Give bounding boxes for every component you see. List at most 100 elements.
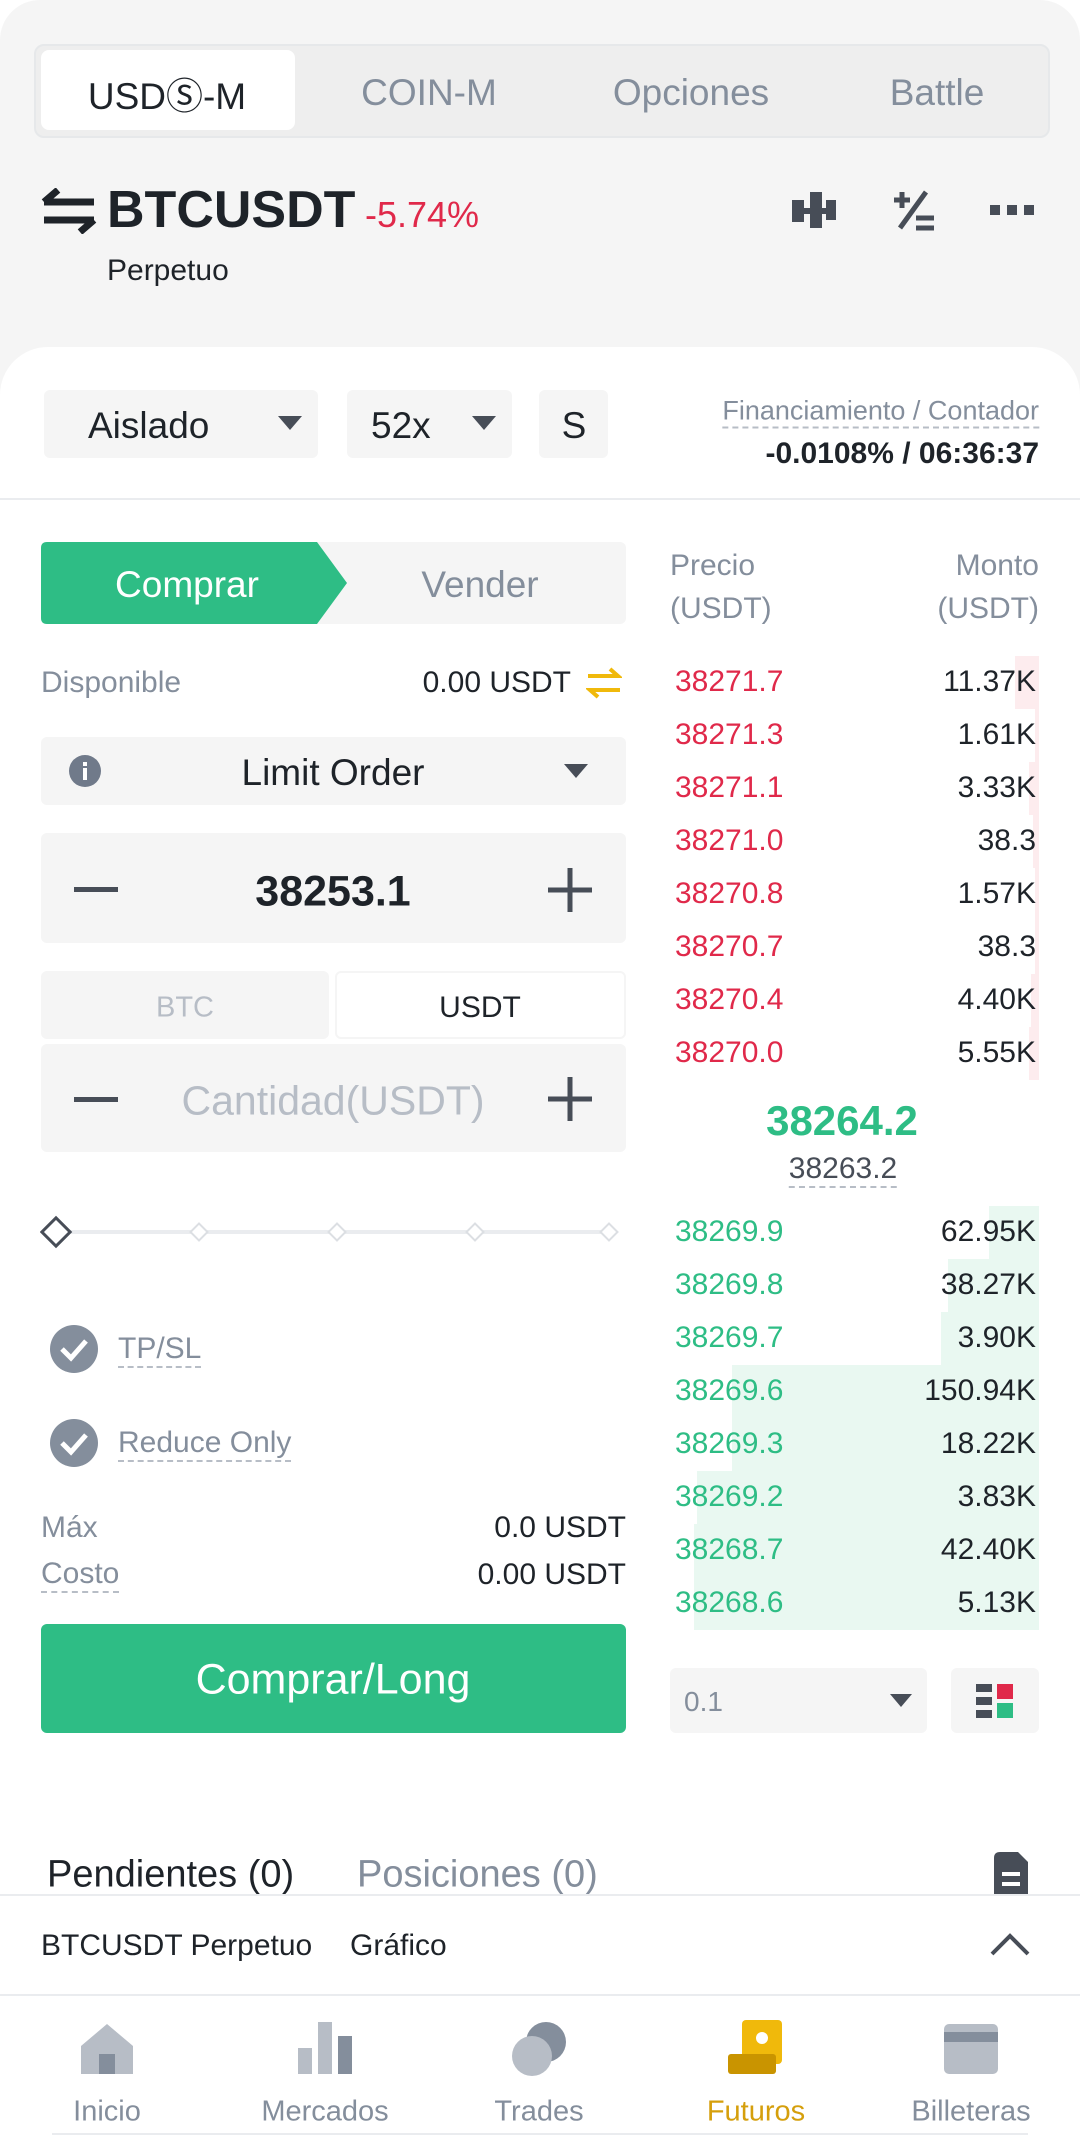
dropdown-caret bbox=[278, 416, 302, 430]
leverage: 52x bbox=[371, 405, 431, 446]
nav-label[interactable]: Billeteras bbox=[911, 2095, 1031, 2128]
increase-icon[interactable] bbox=[548, 868, 592, 912]
nav-icon bbox=[298, 2022, 352, 2074]
orders-tab[interactable]: Posiciones (0) bbox=[357, 1853, 598, 1896]
amount-slider[interactable] bbox=[40, 1214, 626, 1250]
submit-button[interactable] bbox=[41, 1624, 626, 1733]
chart-bar-symbol: BTCUSDT Perpetuo bbox=[41, 1929, 313, 1962]
depth-bar bbox=[1031, 974, 1039, 1027]
position-mode-button[interactable] bbox=[539, 390, 608, 458]
bid-amount: 150.94K bbox=[924, 1374, 1036, 1407]
orders-tab[interactable]: Pendientes (0) bbox=[47, 1853, 295, 1896]
price-header: Precio bbox=[670, 549, 756, 582]
dropdown-caret bbox=[564, 764, 588, 778]
nav-icon bbox=[512, 2022, 566, 2076]
more-icon[interactable] bbox=[988, 202, 1036, 218]
decrease-icon[interactable] bbox=[74, 887, 118, 892]
buy-tab[interactable]: Comprar bbox=[115, 564, 259, 605]
precision-select[interactable] bbox=[670, 1668, 927, 1733]
depth-bar bbox=[694, 1577, 1039, 1630]
sell-tab[interactable]: Vender bbox=[421, 564, 539, 605]
ask-amount: 11.37K bbox=[943, 665, 1036, 698]
checkbox[interactable] bbox=[49, 1418, 99, 1468]
price-change: -5.74% bbox=[365, 194, 480, 235]
nav-label[interactable]: Mercados bbox=[261, 2095, 389, 2128]
depth-bar bbox=[1035, 921, 1039, 974]
history-icon[interactable] bbox=[994, 1852, 1028, 1896]
swap-symbol-icon[interactable] bbox=[40, 188, 98, 234]
bid-price: 38269.3 bbox=[675, 1427, 784, 1460]
nav-icon bbox=[728, 2020, 782, 2074]
ask-amount: 1.61K bbox=[957, 718, 1036, 751]
active-tab-bg bbox=[41, 50, 295, 130]
cost-value: 0.00 USDT bbox=[477, 1558, 626, 1591]
decrease-icon[interactable] bbox=[74, 1097, 118, 1102]
index-price: 38263.2 bbox=[788, 1152, 898, 1188]
checkbox[interactable] bbox=[49, 1324, 99, 1374]
bid-amount: 62.95K bbox=[940, 1215, 1036, 1248]
bid-price: 38269.6 bbox=[675, 1374, 784, 1407]
quantity-input[interactable] bbox=[41, 1044, 626, 1152]
depth-bar bbox=[948, 1259, 1039, 1312]
ask-amount: 38.3 bbox=[977, 824, 1036, 857]
depth-bar bbox=[989, 1206, 1039, 1259]
ask-amount: 1.57K bbox=[957, 877, 1036, 910]
divider bbox=[0, 498, 1080, 500]
bid-amount: 18.22K bbox=[940, 1427, 1036, 1460]
quantity-placeholder: Cantidad(USDT) bbox=[181, 1077, 485, 1124]
available-label: Disponible bbox=[41, 666, 182, 699]
position-mode: S bbox=[561, 405, 587, 446]
book-layout-icon bbox=[976, 1684, 1013, 1718]
tab[interactable]: Battle bbox=[889, 72, 985, 113]
ask-amount: 3.33K bbox=[957, 771, 1036, 804]
ask-price: 38271.3 bbox=[675, 718, 784, 751]
depth-bar bbox=[732, 1365, 1039, 1418]
transfer-icon[interactable] bbox=[586, 666, 622, 700]
buy-tab-bg[interactable] bbox=[41, 542, 347, 624]
nav-label[interactable]: Trades bbox=[494, 2095, 584, 2128]
tpsl-label[interactable]: TP/SL bbox=[118, 1332, 202, 1368]
ask-price: 38271.7 bbox=[675, 665, 784, 698]
calculator-icon[interactable] bbox=[890, 188, 936, 234]
precision: 0.1 bbox=[684, 1686, 723, 1717]
reduce-only-label[interactable]: Reduce Only bbox=[118, 1426, 292, 1462]
nav-icon bbox=[944, 2024, 998, 2074]
expand-icon[interactable] bbox=[990, 1932, 1030, 1956]
unit-tab[interactable] bbox=[41, 971, 329, 1039]
price-header: (USDT) bbox=[670, 592, 772, 625]
chart-icon[interactable] bbox=[790, 188, 838, 232]
chart-bar[interactable] bbox=[0, 1894, 1080, 1996]
nav-label[interactable]: Futuros bbox=[706, 2095, 806, 2128]
margin-mode-select[interactable] bbox=[44, 390, 318, 458]
unit-tab[interactable] bbox=[335, 971, 626, 1039]
tab[interactable]: USDⓈ-M bbox=[87, 76, 247, 117]
nav-label[interactable]: Inicio bbox=[73, 2095, 141, 2128]
depth-bar bbox=[1029, 1027, 1039, 1080]
amount-header: (USDT) bbox=[937, 592, 1039, 625]
price-input[interactable] bbox=[41, 833, 626, 943]
chart-bar-link[interactable]: Gráfico bbox=[350, 1929, 447, 1962]
bid-price: 38269.7 bbox=[675, 1321, 784, 1354]
depth-bar bbox=[1035, 868, 1039, 921]
submit-label: Comprar/Long bbox=[195, 1655, 471, 1704]
cost-label: Costo bbox=[41, 1557, 120, 1593]
bid-price: 38269.9 bbox=[675, 1215, 784, 1248]
depth-bar bbox=[941, 1312, 1039, 1365]
info-icon[interactable] bbox=[68, 754, 102, 788]
symbol[interactable]: BTCUSDT bbox=[107, 181, 356, 239]
increase-icon[interactable] bbox=[548, 1077, 592, 1121]
tab[interactable]: COIN-M bbox=[361, 72, 497, 113]
order-type-select[interactable] bbox=[41, 737, 626, 805]
nav-icon bbox=[81, 2024, 133, 2074]
ask-price: 38271.1 bbox=[675, 771, 784, 804]
bid-amount: 3.83K bbox=[957, 1480, 1036, 1513]
max-label: Máx bbox=[41, 1511, 98, 1544]
unit-tab-label: USDT bbox=[439, 991, 521, 1024]
ask-price: 38270.8 bbox=[675, 877, 784, 910]
tab[interactable]: Opciones bbox=[612, 72, 770, 113]
book-layout-button[interactable] bbox=[951, 1668, 1039, 1733]
mark-price: 38264.2 bbox=[766, 1097, 918, 1144]
dropdown-caret bbox=[472, 416, 496, 430]
bid-amount: 3.90K bbox=[957, 1321, 1036, 1354]
